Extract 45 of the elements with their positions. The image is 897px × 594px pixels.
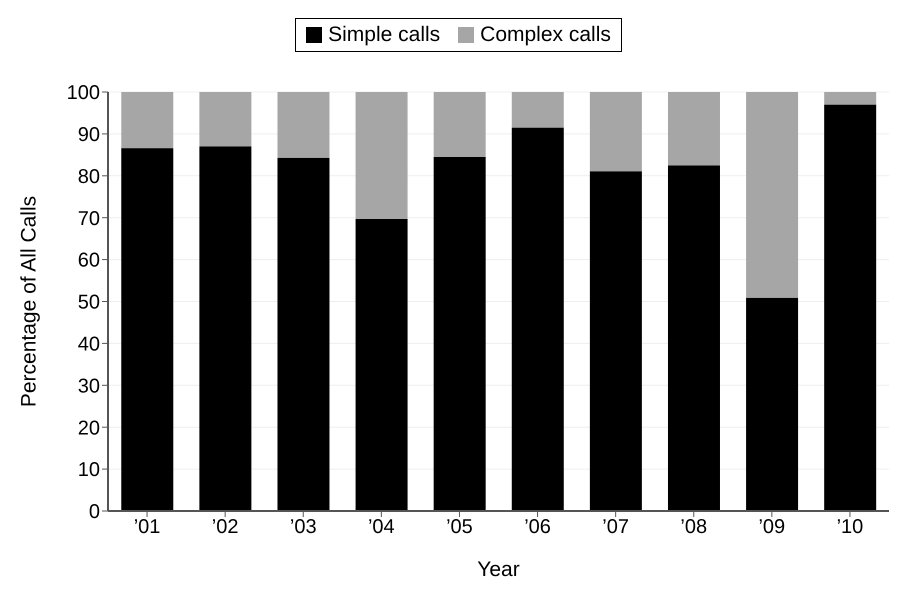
bar (824, 104, 876, 511)
y-tick-label: 30 (78, 375, 100, 398)
bar (824, 92, 876, 105)
bar (590, 92, 642, 172)
x-tick-label: ’05 (446, 516, 473, 538)
bar (746, 298, 798, 511)
x-tick-label: ’08 (680, 516, 708, 538)
bar (668, 92, 720, 166)
bar (121, 148, 174, 511)
bar (199, 146, 252, 511)
bar (277, 158, 330, 511)
x-tick-label: ’06 (524, 516, 551, 538)
bar (121, 92, 174, 148)
bar (199, 92, 252, 146)
bar (512, 128, 564, 511)
bar (277, 92, 330, 158)
y-tick-label: 90 (78, 124, 100, 146)
bar (668, 165, 720, 511)
bar (356, 92, 408, 219)
bar (356, 218, 408, 511)
x-axis-title: Year (477, 558, 520, 581)
y-tick-label: 100 (66, 82, 100, 104)
legend-label: Simple calls (327, 23, 440, 47)
y-tick-label: 40 (78, 334, 100, 356)
x-tick-label: ’03 (290, 516, 317, 538)
y-axis-title: Percentage of All Calls (17, 196, 40, 408)
bar (434, 92, 486, 157)
x-tick-label: ’07 (602, 516, 629, 538)
x-tick-label: ’02 (212, 516, 238, 538)
x-tick-label: ’10 (836, 516, 864, 538)
bar (746, 92, 798, 298)
y-tick-label: 80 (78, 166, 100, 188)
y-tick-label: 60 (78, 250, 100, 272)
x-tick-label: ’04 (368, 516, 395, 538)
x-tick-label: ’01 (134, 516, 160, 538)
legend-label: Complex calls (479, 23, 611, 47)
y-tick-label: 70 (78, 208, 100, 230)
x-tick-label: ’09 (758, 516, 786, 538)
y-tick-label: 20 (78, 417, 100, 440)
bar (434, 156, 486, 511)
bar (512, 92, 564, 128)
y-tick-label: 0 (88, 501, 100, 524)
bar (590, 171, 642, 511)
y-tick-label: 10 (78, 459, 100, 482)
y-tick-label: 50 (78, 292, 100, 314)
